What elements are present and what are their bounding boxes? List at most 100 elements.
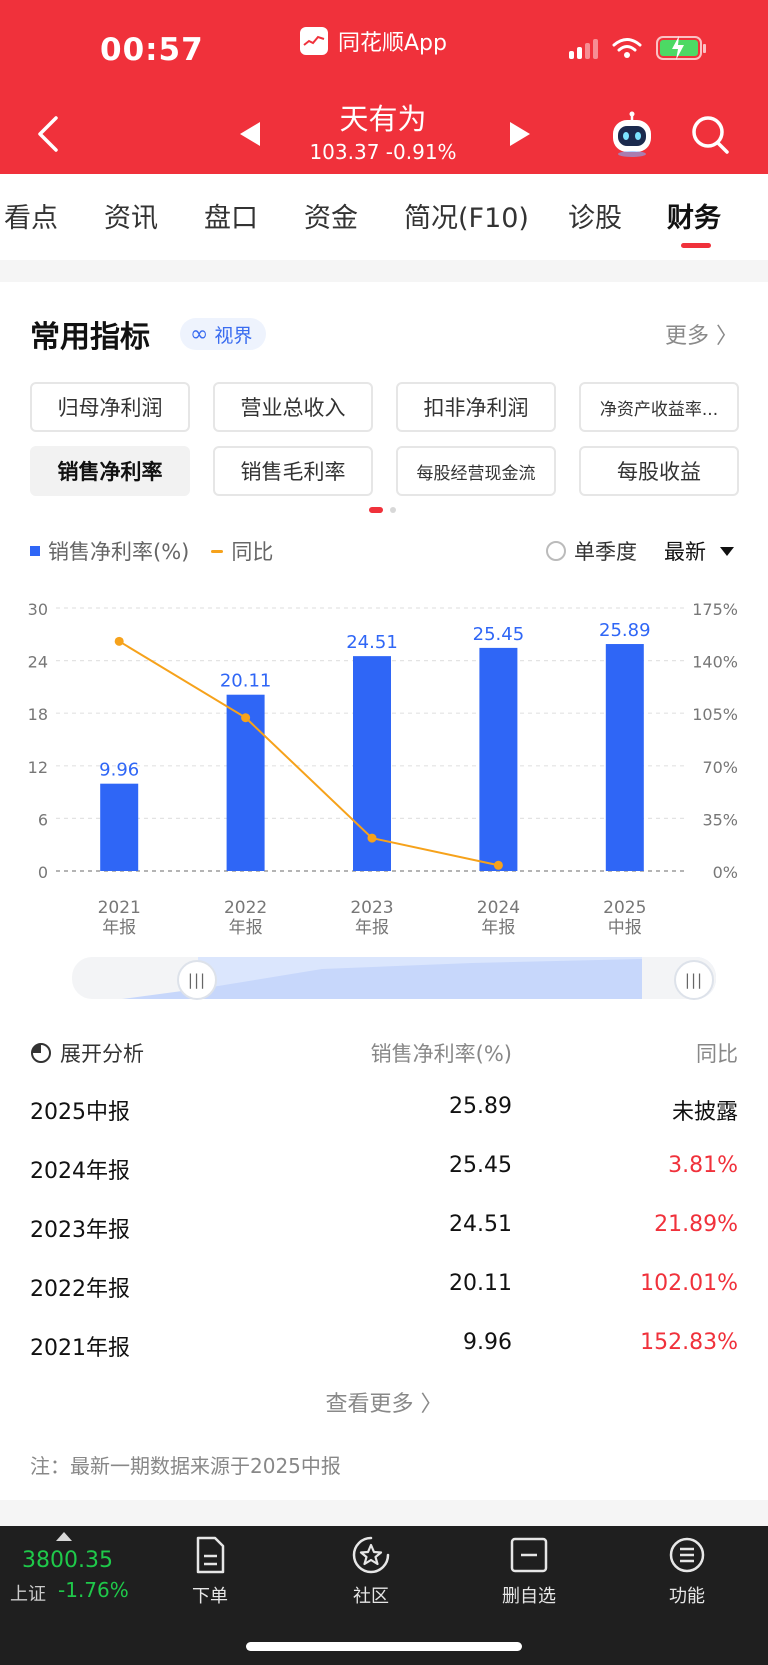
row-yoy: 152.83%: [640, 1330, 738, 1355]
status-icons: [569, 36, 706, 60]
chart-bar: [479, 647, 518, 871]
x-axis-tick: 年报: [102, 918, 136, 938]
chip-deducted-net-profit[interactable]: 扣非净利润: [396, 382, 556, 432]
period-dropdown-label: 最新: [664, 540, 706, 564]
row-period: 2025中报: [30, 1100, 130, 1125]
expand-analysis[interactable]: 展开分析: [30, 1038, 144, 1068]
vision-badge[interactable]: ∞ 视界: [180, 318, 267, 350]
yoy-point: [493, 860, 503, 870]
chip-eps[interactable]: 每股收益: [579, 446, 739, 496]
expand-up-icon[interactable]: [56, 1532, 72, 1541]
row-value: 24.51: [449, 1212, 512, 1237]
chip-operating-cash-flow-per-share[interactable]: 每股经营现金流: [396, 446, 556, 496]
nav-functions-label: 功能: [669, 1586, 705, 1607]
period-dropdown[interactable]: 最新: [664, 536, 734, 566]
yoy-point: [114, 636, 124, 646]
index-change: -1.76%: [58, 1578, 129, 1602]
right-axis-tick: 0%: [713, 863, 738, 882]
bar-data-label: 25.89: [599, 620, 651, 641]
left-axis-tick: 24: [28, 653, 48, 672]
back-arrow-icon[interactable]: [34, 114, 64, 154]
x-axis-tick: 中报: [608, 918, 642, 938]
row-yoy: 102.01%: [640, 1271, 738, 1296]
single-quarter-toggle[interactable]: 单季度: [546, 536, 637, 566]
col-head-yoy: 同比: [696, 1042, 738, 1066]
row-value: 25.45: [449, 1153, 512, 1178]
next-stock-icon[interactable]: [508, 120, 532, 148]
home-indicator[interactable]: [246, 1642, 522, 1651]
status-app-indicator[interactable]: 同花顺App: [300, 24, 447, 58]
range-handle-left[interactable]: |||: [177, 960, 217, 1000]
bar-data-label: 9.96: [99, 760, 139, 781]
page-indicator-inactive[interactable]: [390, 507, 396, 513]
x-axis-tick: 2022: [224, 898, 267, 918]
right-axis-tick: 140%: [692, 653, 738, 672]
table-row: 2023年报 24.51 21.89%: [0, 1198, 768, 1256]
stock-name: 天有为: [339, 102, 427, 136]
battery-icon: [656, 36, 706, 60]
document-icon: [196, 1536, 225, 1574]
app-header: 00:57 同花顺App: [0, 0, 768, 174]
yoy-line: [118, 640, 499, 867]
table-row: 2022年报 20.11 102.01%: [0, 1257, 768, 1315]
col-head-net-margin: 销售净利率(%): [370, 1042, 512, 1066]
tab-quotes[interactable]: 盘口: [204, 203, 258, 234]
left-axis-tick: 30: [28, 600, 48, 619]
chip-roe[interactable]: 净资产收益率...: [579, 382, 739, 432]
chart-legend: 销售净利率(%) 同比: [30, 536, 273, 566]
right-axis-tick: 175%: [692, 600, 738, 619]
x-axis-tick: 年报: [481, 918, 515, 938]
more-link[interactable]: 更多 〉: [665, 324, 738, 349]
prev-stock-icon[interactable]: [238, 120, 262, 148]
active-tab-indicator: [681, 243, 711, 248]
left-axis-tick: 18: [28, 705, 48, 724]
tab-news[interactable]: 资讯: [104, 203, 158, 234]
right-axis-tick: 35%: [702, 810, 738, 829]
index-value[interactable]: 3800.35: [22, 1548, 113, 1573]
left-axis-tick: 0: [38, 863, 48, 882]
line-legend-label: 同比: [231, 540, 274, 564]
section-title: 常用指标: [30, 320, 150, 355]
table-row: 2024年报 25.45 3.81%: [0, 1139, 768, 1197]
tab-diagnosis[interactable]: 诊股: [568, 203, 622, 234]
tab-kandian[interactable]: 看点: [4, 203, 58, 234]
chart-bar: [226, 694, 265, 871]
nav-community-label: 社区: [353, 1586, 389, 1607]
chip-net-profit-margin[interactable]: 销售净利率: [30, 446, 190, 496]
section-divider: [0, 260, 768, 282]
nav-community[interactable]: 社区: [316, 1534, 426, 1608]
star-circle-icon: [352, 1536, 390, 1574]
nav-remove-watchlist[interactable]: 删自选: [474, 1534, 584, 1608]
tab-profile-f10[interactable]: 简况(F10): [404, 203, 529, 234]
row-value: 25.89: [449, 1094, 512, 1119]
ai-robot-icon[interactable]: [608, 110, 656, 158]
chip-gross-margin[interactable]: 销售毛利率: [213, 446, 373, 496]
search-icon[interactable]: [690, 114, 730, 156]
line-legend-swatch: [211, 549, 224, 553]
range-handle-right[interactable]: |||: [674, 960, 714, 1000]
bar-data-label: 24.51: [346, 632, 398, 653]
right-axis-tick: 105%: [692, 705, 738, 724]
menu-circle-icon: [669, 1537, 705, 1573]
nav-place-order[interactable]: 下单: [155, 1534, 265, 1608]
page-indicator-active: [369, 507, 383, 513]
tab-funds[interactable]: 资金: [304, 203, 358, 234]
caret-down-icon: [720, 546, 734, 556]
chip-net-profit-parent[interactable]: 归母净利润: [30, 382, 190, 432]
tab-bar: 看点 资讯 盘口 资金 简况(F10) 诊股 财务: [0, 174, 768, 260]
minus-box-icon: [510, 1537, 548, 1573]
left-axis-tick: 12: [28, 758, 48, 777]
nav-functions[interactable]: 功能: [632, 1534, 742, 1608]
chip-total-revenue[interactable]: 营业总收入: [213, 382, 373, 432]
nav-remove-watchlist-label: 删自选: [502, 1586, 556, 1607]
range-slider-track[interactable]: [72, 957, 716, 999]
bar-data-label: 25.45: [473, 624, 525, 645]
tab-finance[interactable]: 财务: [667, 203, 721, 234]
pie-chart-icon: [31, 1043, 51, 1063]
row-period: 2021年报: [30, 1336, 130, 1361]
see-more-link[interactable]: 查看更多 〉: [325, 1392, 443, 1417]
row-period: 2023年报: [30, 1218, 130, 1243]
status-app-name: 同花顺App: [338, 31, 447, 56]
net-margin-chart: 30 24 18 12 6 0 175% 140% 105% 70% 35% 0% 9.96 20.11 2…: [28, 600, 738, 938]
nav-place-order-label: 下单: [192, 1586, 228, 1607]
